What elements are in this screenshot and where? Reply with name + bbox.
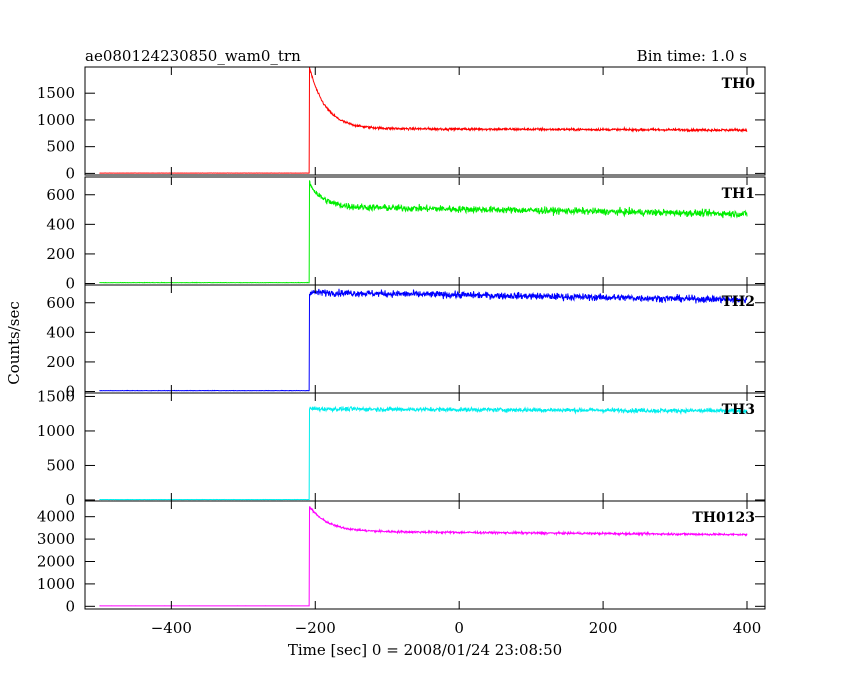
x-tick-label: 400 <box>733 619 762 637</box>
series-line-th0123 <box>99 506 748 607</box>
series-line-th2 <box>99 288 748 392</box>
x-tick-label: −200 <box>295 619 336 637</box>
panel-label-th2: TH2 <box>722 294 755 310</box>
y-tick-label: 200 <box>46 353 75 371</box>
chart-title: ae080124230850_wam0_trn <box>85 47 301 65</box>
panels-group: 0 500 1000 1500 TH0 0 200 400 600 TH1 0 200 400 600 TH… <box>37 66 766 615</box>
series-line-th3 <box>99 405 748 501</box>
panel-th2: 0 200 400 600 TH2 <box>46 284 766 401</box>
series-line-th1 <box>99 180 748 284</box>
x-axis-label: Time [sec] 0 = 2008/01/24 23:08:50 <box>288 641 562 659</box>
y-tick-label: 400 <box>46 215 75 233</box>
x-tick-label: −400 <box>151 619 192 637</box>
y-tick-label: 1000 <box>37 575 75 593</box>
y-tick-label: 0 <box>65 383 75 401</box>
y-tick-label: 600 <box>46 294 75 312</box>
y-tick-label: 400 <box>46 323 75 341</box>
y-tick-label: 0 <box>65 491 75 509</box>
y-tick-label: 4000 <box>37 508 75 526</box>
panel-label-th0123: TH0123 <box>692 510 755 526</box>
x-axis: −400 −200 0 200 400 <box>151 619 762 637</box>
bin-time-label: Bin time: 1.0 s <box>637 47 747 65</box>
panel-label-th1: TH1 <box>722 186 755 202</box>
panel-th0: 0 500 1000 1500 TH0 <box>37 66 766 182</box>
y-tick-label: 600 <box>46 186 75 204</box>
x-tick-label: 0 <box>454 619 464 637</box>
y-tick-label: 1500 <box>37 84 75 102</box>
panel-label-th3: TH3 <box>722 402 755 418</box>
y-tick-label: 1000 <box>37 422 75 440</box>
y-tick-label: 1000 <box>37 111 75 129</box>
panel-frame <box>84 66 766 176</box>
panel-frame <box>84 176 766 286</box>
panel-frame <box>84 284 766 394</box>
y-tick-label: 2000 <box>37 552 75 570</box>
y-tick-label: 3000 <box>37 530 75 548</box>
panel-frame <box>84 500 766 610</box>
y-axis-label: Counts/sec <box>5 301 23 385</box>
y-tick-label: 500 <box>46 456 75 474</box>
panel-label-th0: TH0 <box>722 76 756 92</box>
panel-th3: 0 500 1000 1500 TH3 <box>37 387 766 509</box>
panel-th0123: 0 1000 2000 3000 4000 TH0123 <box>37 500 766 615</box>
y-tick-label: 500 <box>46 138 75 156</box>
panel-th1: 0 200 400 600 TH1 <box>46 176 766 293</box>
y-tick-label: 0 <box>65 275 75 293</box>
y-tick-label: 0 <box>65 164 75 182</box>
y-tick-label: 0 <box>65 597 75 615</box>
y-tick-label: 1500 <box>37 387 75 405</box>
x-tick-label: 200 <box>589 619 618 637</box>
y-tick-label: 200 <box>46 245 75 263</box>
series-line-th0 <box>99 67 748 174</box>
